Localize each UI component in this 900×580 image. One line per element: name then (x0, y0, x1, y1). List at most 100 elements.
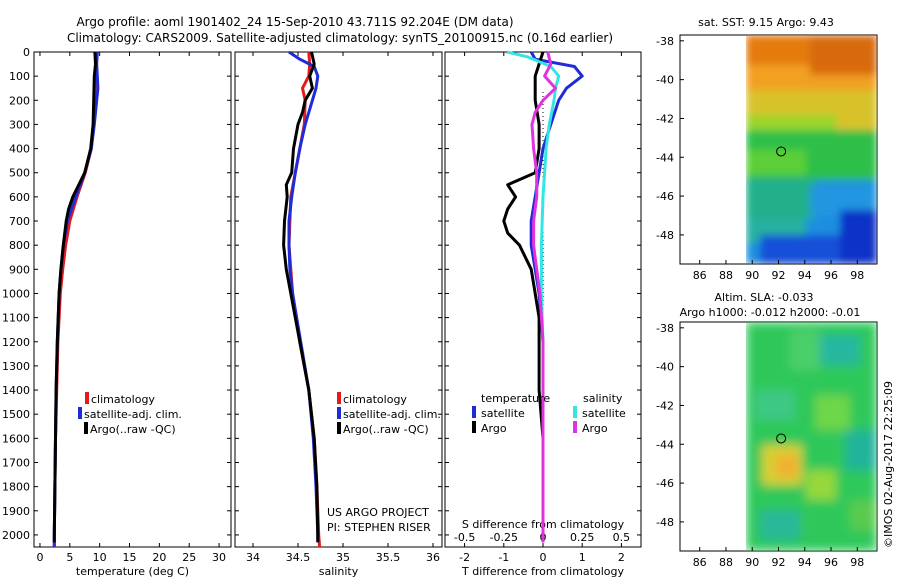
plot-frame (234, 51, 443, 548)
y-tick-label: 1300 (2, 360, 30, 373)
x-axis-label: temperature (deg C) (76, 565, 189, 578)
x-tick-label: 25 (182, 551, 196, 564)
difference-legend: temperature salinity satellite Argo sate… (472, 392, 626, 435)
x-tick-label: 10 (93, 551, 107, 564)
y-tick-label: 400 (9, 143, 30, 156)
sst-map: 86 88 90 92 94 96 98 -38 -40 -42 -44 -46 -48 (656, 34, 878, 282)
x-tick-label: 36 (426, 551, 440, 564)
y-tick-label: 1100 (2, 312, 30, 325)
y-tick-label: -40 (656, 74, 674, 87)
y-tick-label: 900 (9, 263, 30, 276)
legend-title-temperature: temperature (481, 392, 550, 405)
legend-label-satellite: satellite-adj. clim. (84, 408, 182, 421)
y-tick-label: 500 (9, 167, 30, 180)
legend-label-satellite: satellite-adj. clim. (343, 408, 441, 421)
legend-title-salinity: salinity (583, 392, 623, 405)
legend-label-temperature-satellite: satellite (481, 407, 525, 420)
legend-swatch-temperature-satellite (472, 406, 476, 418)
y-tick-label: -38 (656, 322, 674, 335)
legend-swatch-temperature-argo (472, 421, 476, 433)
y-tick-label: 1400 (2, 384, 30, 397)
x-tick-label: 94 (798, 269, 812, 282)
y-tick-label: 1200 (2, 336, 30, 349)
legend-label-argo: Argo(..raw -QC) (90, 423, 176, 436)
x-tick-label: 88 (719, 556, 733, 569)
x-tick-label: 86 (693, 556, 707, 569)
x-tick-label: 88 (719, 269, 733, 282)
legend-swatch-salinity-argo (573, 421, 577, 433)
x2-tick-label: 0.25 (570, 531, 595, 544)
legend-swatch-argo (337, 422, 341, 434)
y-tick-label: 1700 (2, 456, 30, 469)
legend-swatch-argo (84, 422, 88, 434)
y-tick-label: 1900 (2, 505, 30, 518)
y-tick-label: -40 (656, 361, 674, 374)
y-tick-label: 300 (9, 118, 30, 131)
x-tick-label: 15 (123, 551, 137, 564)
legend-swatch-salinity-satellite (573, 406, 577, 418)
y-tick-label: 1000 (2, 287, 30, 300)
argo-float-location (776, 146, 787, 157)
x-tick-label: -1 (498, 551, 509, 564)
series-line-salinity-argo (530, 51, 557, 543)
x-tick-label: 5 (66, 551, 73, 564)
sst-map-title: sat. SST: 9.15 Argo: 9.43 (698, 16, 834, 29)
y-tick-label: -46 (656, 477, 674, 490)
sla-map: 86 88 90 92 94 96 98 -38 -40 -42 -44 -46 -48 (656, 321, 878, 569)
x-tick-label: 98 (850, 556, 864, 569)
y-tick-label: -38 (656, 35, 674, 48)
x-tick-label: -2 (459, 551, 470, 564)
legend-label-temperature-argo: Argo (481, 422, 507, 435)
legend-swatch-satellite (78, 407, 82, 419)
difference-panel: -2 -1 0 1 2T difference from climatology -0.5… (444, 50, 642, 578)
sla-map-title: Altim. SLA: -0.033 (714, 291, 813, 304)
temperature-legend: climatology satellite-adj. clim. Argo(..… (78, 392, 182, 436)
y-tick-label: 2000 (2, 529, 30, 542)
x-tick-label: 90 (745, 556, 759, 569)
legend-label-climatology: climatology (91, 393, 155, 406)
y-tick-label: 0 (23, 46, 30, 59)
x-tick-label: 30 (212, 551, 226, 564)
y-tick-label: -48 (656, 229, 674, 242)
imos-watermark: ©IMOS 02-Aug-2017 22:25:09 (882, 381, 895, 548)
figure-title-line2: Climatology: CARS2009. Satellite-adjuste… (67, 31, 613, 45)
legend-swatch-climatology (85, 392, 89, 404)
plot-frame (33, 51, 232, 548)
sla-map-axes: 86 88 90 92 94 96 98 -38 -40 -42 -44 -46 -48 (656, 322, 864, 569)
y-tick-label: -48 (656, 516, 674, 529)
sla-map-subtitle: Argo h1000: -0.012 h2000: -0.01 (680, 306, 861, 319)
y-tick-label: 700 (9, 215, 30, 228)
x2-tick-label: -0.5 (454, 531, 475, 544)
x-tick-label: 1 (579, 551, 586, 564)
x2-tick-label: -0.25 (490, 531, 518, 544)
x-tick-label: 35.5 (376, 551, 401, 564)
x-tick-label: 98 (850, 269, 864, 282)
legend-swatch-climatology (337, 392, 341, 404)
x-axis-label: salinity (319, 565, 359, 578)
project-annotation: US ARGO PROJECT (327, 506, 429, 519)
y-tick-label: -42 (656, 112, 674, 125)
x-axis-label: T difference from climatology (461, 565, 624, 578)
x-tick-label: 35 (336, 551, 350, 564)
y-tick-label: 200 (9, 94, 30, 107)
x-tick-label: 92 (772, 269, 786, 282)
y-tick-label: 1500 (2, 408, 30, 421)
x-tick-label: 0 (540, 551, 547, 564)
x-tick-label: 92 (772, 556, 786, 569)
argo-float-location (776, 433, 787, 444)
salinity-legend: climatology satellite-adj. clim. Argo(..… (327, 392, 441, 534)
x-tick-label: 34 (246, 551, 260, 564)
legend-label-salinity-satellite: satellite (582, 407, 626, 420)
x-tick-label: 90 (745, 269, 759, 282)
figure-title-line1: Argo profile: aoml 1901402_24 15-Sep-201… (76, 15, 513, 29)
x-tick-label: 20 (152, 551, 166, 564)
legend-label-argo: Argo(..raw -QC) (343, 423, 429, 436)
series-line-argo-raw-qc- (52, 51, 97, 543)
y-tick-label: 100 (9, 70, 30, 83)
y-tick-label: 1600 (2, 432, 30, 445)
sst-map-axes: 86 88 90 92 94 96 98 -38 -40 -42 -44 -46 -48 (656, 35, 864, 282)
y-tick-label: 600 (9, 191, 30, 204)
legend-swatch-satellite (337, 407, 341, 419)
temperature-panel: 0100200300400500600700800900100011001200… (2, 46, 232, 578)
